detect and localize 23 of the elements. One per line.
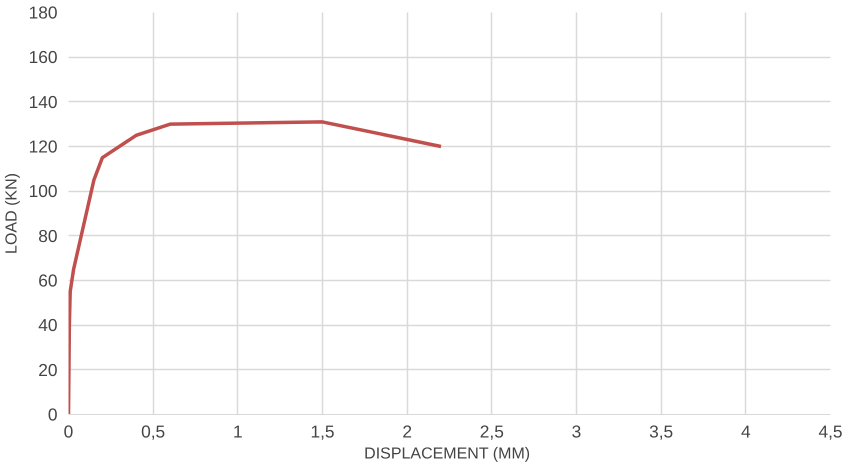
x-tick-label: 1,5: [310, 422, 335, 442]
line-series: [68, 120, 443, 414]
y-tick-label: 120: [28, 136, 58, 156]
y-tick-label: 20: [38, 360, 58, 380]
x-tick-label: 0: [64, 422, 74, 442]
y-tick-label: 180: [28, 2, 58, 22]
x-tick-label: 3,5: [649, 422, 674, 442]
x-tick-label: 1: [233, 422, 243, 442]
x-axis-title: DISPLACEMENT (MM): [364, 446, 530, 462]
x-tick-label: 0,5: [141, 422, 166, 442]
y-tick-label: 80: [38, 226, 58, 246]
y-tick-label: 60: [38, 270, 58, 290]
y-tick-label: 140: [28, 92, 58, 112]
y-tick-label: 160: [28, 47, 58, 68]
x-tick-label: 3: [572, 422, 582, 442]
x-tick-label: 4: [741, 422, 752, 442]
y-tick-label: 0: [48, 404, 58, 424]
x-tick-label: 2: [402, 422, 412, 442]
y-tick-label: 100: [28, 181, 58, 202]
y-tick-label: 40: [38, 315, 58, 336]
x-tick-label: 4,5: [818, 422, 843, 442]
y-axis-title: LOAD (KN): [4, 173, 21, 254]
x-tick-label: 2,5: [480, 422, 504, 442]
